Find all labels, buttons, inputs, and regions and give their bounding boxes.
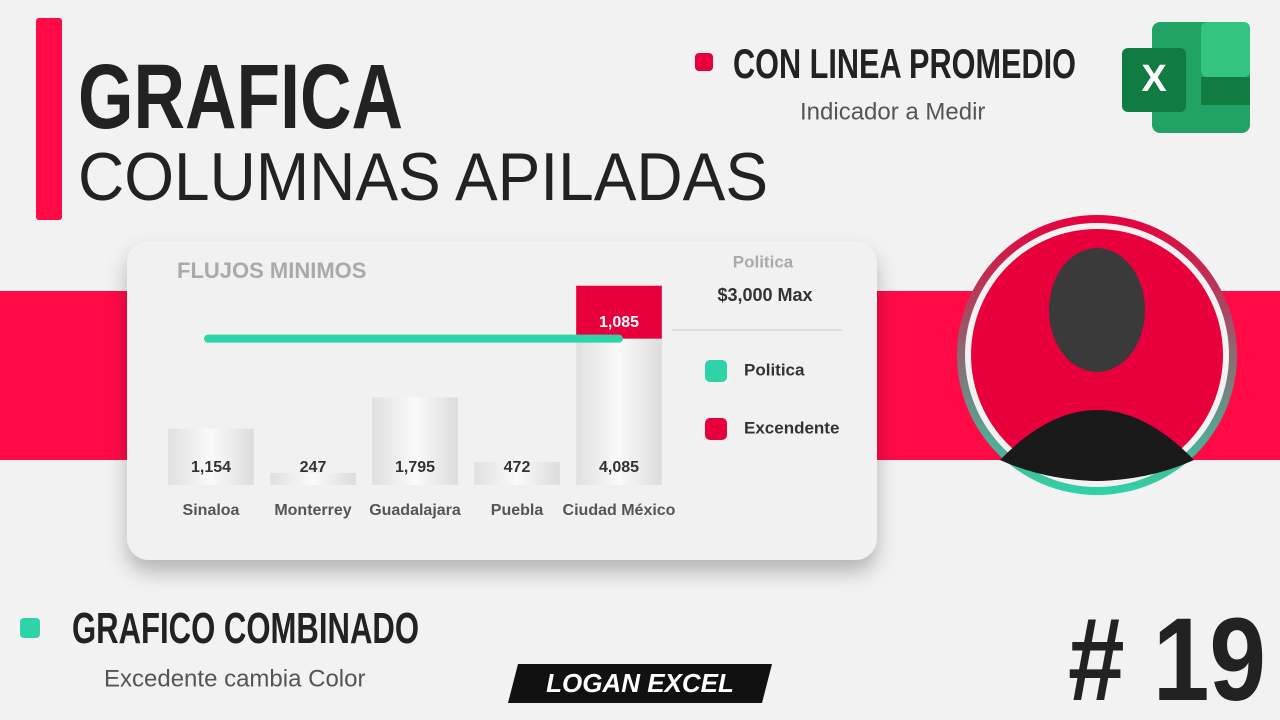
- bar-segment: [270, 472, 356, 485]
- bar-segment: [576, 338, 662, 485]
- accent-bar: [36, 18, 62, 220]
- title: GRAFICA: [78, 46, 403, 148]
- bullet: [695, 53, 713, 71]
- total-label: 1,154: [191, 459, 231, 476]
- x-tick-label: Sinaloa: [183, 502, 240, 519]
- x-tick-label: Monterrey: [274, 502, 351, 519]
- x-tick-label: Puebla: [491, 502, 544, 519]
- bar-segment: [372, 397, 458, 485]
- x-tick-label: Guadalajara: [369, 502, 461, 519]
- photo-head: [1049, 248, 1145, 372]
- excel-icon: X: [1122, 22, 1250, 133]
- bar-segment: [168, 428, 254, 485]
- x-tick-label: Ciudad México: [563, 502, 676, 519]
- bar-segment: [474, 461, 560, 485]
- icon-tile: [1201, 22, 1250, 77]
- tag-top: CON LINEA PROMEDIO: [733, 40, 1076, 87]
- brand-badge: [508, 664, 772, 703]
- tag-bottom: GRAFICO COMBINADO: [72, 604, 419, 653]
- tag-top-note: Indicador a Medir: [800, 98, 985, 125]
- total-label: 4,085: [599, 459, 639, 476]
- icon-letter: X: [1141, 58, 1167, 100]
- subtitle: COLUMNAS APILADAS: [78, 139, 768, 215]
- legend-swatch: [705, 360, 727, 382]
- chart: 1,085 1,154 247 1,795 472 4,085 Sinaloa Monterr…: [168, 285, 839, 519]
- photo-body: [1000, 410, 1194, 481]
- icon-tile: [1201, 77, 1250, 105]
- policy-label: $3,000 Max: [717, 285, 812, 305]
- legend-swatch: [705, 418, 727, 440]
- value-label: 1,085: [599, 314, 639, 331]
- policy-title: Politica: [733, 252, 794, 271]
- episode: # 19: [1068, 594, 1266, 720]
- icon-badge: [1122, 48, 1186, 112]
- bullet: [20, 618, 40, 638]
- legend-label: Excendente: [744, 418, 839, 437]
- total-label: 472: [504, 459, 531, 476]
- brand: LOGAN EXCEL: [546, 668, 734, 698]
- total-label: 1,795: [395, 459, 435, 476]
- legend-label: Politica: [744, 360, 805, 379]
- tag-bottom-note: Excedente cambia Color: [104, 665, 365, 692]
- total-label: 247: [300, 459, 327, 476]
- bar-segment: [576, 285, 662, 339]
- chart-title: FLUJOS MINIMOS: [177, 258, 366, 283]
